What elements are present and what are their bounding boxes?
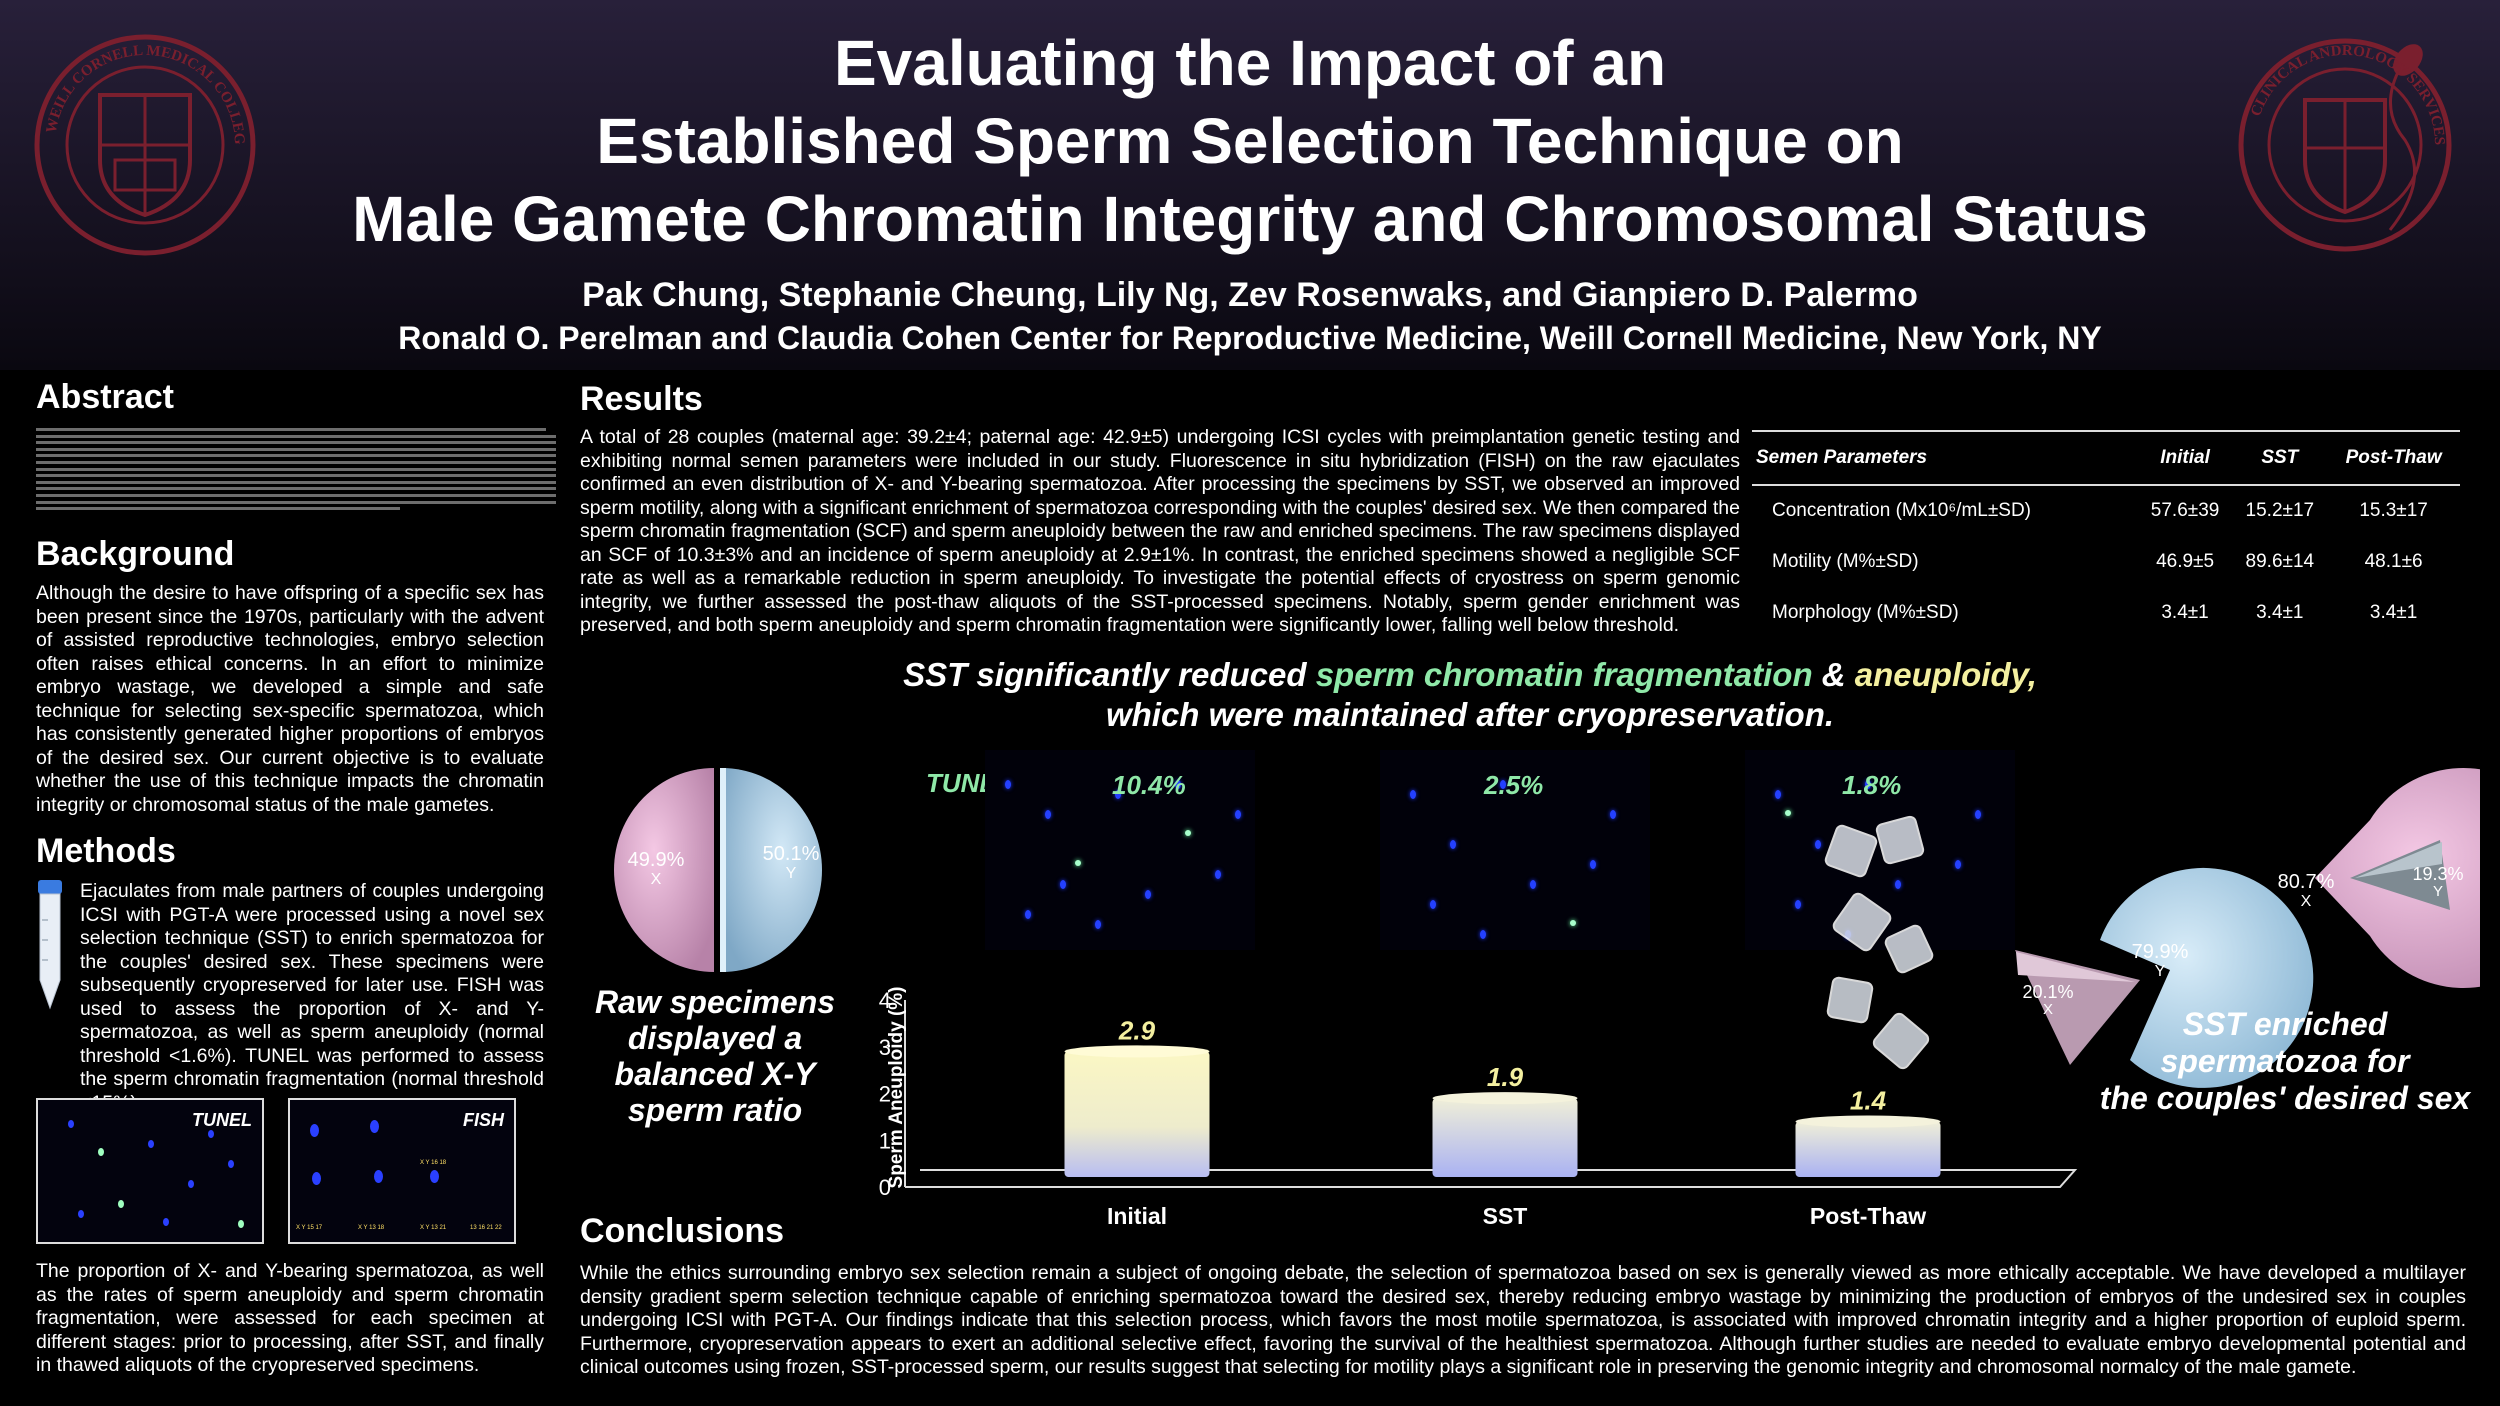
headline-aneuploidy: aneuploidy, — [1854, 656, 2037, 693]
pie-x-enriched-big-pct: 80.7% — [2278, 871, 2335, 893]
sst-caption: SST enriched spermatozoa for the couples… — [2099, 1006, 2471, 1116]
y-tick-label: 0 — [879, 1175, 891, 1200]
ice-cubes-icon — [1824, 815, 1934, 1070]
table-cell: 3.4±1 — [2256, 601, 2304, 623]
affiliation: Ronald O. Perelman and Claudia Cohen Cen… — [398, 320, 2102, 356]
conclusions-heading: Conclusions — [580, 1212, 785, 1250]
fish-tag-5: 13 16 21 22 — [470, 1225, 502, 1231]
abstract-heading: Abstract — [36, 378, 174, 416]
bar-post-thaw — [1795, 1121, 1941, 1177]
pie-y-enriched-big-name: Y — [2155, 963, 2166, 980]
table-cell: 3.4±1 — [2161, 601, 2209, 623]
headline-chromatin: sperm chromatin fragmentation — [1315, 656, 1813, 693]
abstract-text-block — [36, 428, 556, 514]
y-tick-label: 4 — [879, 988, 891, 1013]
y-tick-label: 1 — [879, 1128, 891, 1153]
bar-value-label: 2.9 — [1118, 1015, 1156, 1045]
raw-caption: Raw specimens displayed a balanced X-Y s… — [594, 984, 836, 1128]
pie-x-enriched-small-name: Y — [2433, 883, 2443, 900]
table-cell: 57.6±39 — [2150, 500, 2220, 521]
table-cell: Concentration (Mx10⁶/mL±SD) — [1772, 500, 2032, 521]
table-row: Morphology (M%±SD) 3.4±1 3.4±1 3.4±1 — [1752, 587, 2460, 638]
raw-xy-pie-chart: 49.9% X 50.1% Y — [614, 768, 822, 972]
table-cell: 46.9±5 — [2156, 550, 2215, 572]
y-tick-label: 3 — [879, 1035, 891, 1060]
table-cell: Morphology (M%±SD) — [1772, 601, 1959, 623]
table-header-row: Semen Parameters Initial SST Post-Thaw — [1752, 430, 2460, 486]
bar-top — [1795, 1115, 1941, 1128]
raw-pie-x-name: X — [651, 871, 662, 888]
tunel-micrograph-initial — [985, 750, 1255, 950]
results-headline-line-2: which were maintained after cryopreserva… — [1105, 696, 1835, 733]
raw-pie-y-pct: 50.1% — [763, 843, 820, 865]
poster-title-line-2: Established Sperm Selection Technique on — [596, 105, 1904, 177]
bar-value-label: 1.9 — [1487, 1062, 1524, 1092]
table-header: Initial — [2137, 430, 2233, 486]
tunel-thumbnail-label: TUNEL — [192, 1110, 252, 1130]
x-category-label: Initial — [1107, 1203, 1167, 1229]
table-cell: 89.6±14 — [2245, 550, 2315, 572]
tunel-thumbnail: TUNEL — [36, 1098, 264, 1244]
bar-value-label: 1.4 — [1850, 1086, 1887, 1116]
fish-tag-4: X Y 16 18 — [420, 1160, 447, 1166]
tunel-pct-initial: 10.4% — [1112, 770, 1186, 800]
results-heading: Results — [580, 380, 703, 418]
fish-tag-2: X Y 13 18 — [358, 1225, 385, 1231]
tunel-pct-postthaw: 1.8% — [1842, 770, 1902, 800]
y-tick-label: 2 — [879, 1082, 891, 1107]
pie-x-enriched-big-name: X — [2301, 893, 2312, 910]
poster-title-line-1: Evaluating the Impact of an — [833, 27, 1667, 99]
methods-text: Ejaculates from male partners of couples… — [80, 880, 544, 1114]
fish-thumbnail: FISH X Y 15 17 X Y 13 18 X Y 13 21 X Y 1… — [288, 1098, 516, 1244]
background-heading: Background — [36, 535, 235, 573]
raw-pie-y-name: Y — [786, 865, 797, 882]
sst-enrichment-pie-charts: 80.7% X 19.3% Y 79.9% Y 20.1% X — [2015, 768, 2480, 1088]
x-category-label: SST — [1483, 1203, 1528, 1229]
table-header: SST — [2232, 430, 2328, 486]
fish-tag-1: X Y 15 17 — [296, 1225, 323, 1231]
tunel-pct-sst: 2.5% — [1484, 770, 1544, 800]
pie-y-enriched-small-name: X — [2043, 1001, 2053, 1018]
x-category-label: Post-Thaw — [1810, 1203, 1926, 1229]
table-cell: Motility (M%±SD) — [1772, 550, 1919, 572]
methods-heading: Methods — [36, 832, 176, 870]
bar-sst — [1432, 1098, 1578, 1177]
fish-tag-3: X Y 13 21 — [420, 1225, 447, 1231]
poster-title-line-3: Male Gamete Chromatin Integrity and Chro… — [352, 183, 2148, 255]
raw-pie-x-pct: 49.9% — [628, 849, 685, 871]
background-text: Although the desire to have offspring of… — [36, 582, 544, 816]
cornell-seal-icon: WEILL CORNELL MEDICAL COLLEGE — [30, 30, 256, 256]
bar-top — [1064, 1045, 1210, 1058]
methods-text-2: The proportion of X- and Y-bearing sperm… — [36, 1260, 544, 1376]
conclusions-text: While the ethics surrounding embryo sex … — [580, 1262, 2466, 1378]
bar-top — [1432, 1092, 1578, 1105]
authors: Pak Chung, Stephanie Cheung, Lily Ng, Ze… — [582, 276, 1918, 314]
pie-x-enriched-small-pct: 19.3% — [2412, 864, 2463, 884]
table-cell: 15.3±17 — [2359, 500, 2428, 521]
results-headline-line-1: SST significantly reduced sperm chromati… — [903, 656, 2037, 693]
table-cell: 48.1±6 — [2364, 550, 2423, 572]
results-text: A total of 28 couples (maternal age: 39.… — [580, 426, 1740, 636]
table-row: Motility (M%±SD) 46.9±5 89.6±14 48.1±6 — [1752, 536, 2460, 587]
y-axis-label: Sperm Aneuploidy (%) — [886, 987, 907, 1189]
poster-header — [0, 0, 2500, 370]
table-header: Post-Thaw — [2327, 430, 2460, 486]
andrology-seal-icon: CLINICAL ANDROLOGY SERVICES — [2238, 38, 2452, 252]
semen-parameters-table: Semen Parameters Initial SST Post-Thaw C… — [1752, 430, 2460, 638]
table-cell: 3.4±1 — [2369, 601, 2418, 623]
table-cell: 15.2±17 — [2245, 500, 2315, 521]
bar-initial — [1064, 1051, 1210, 1177]
tunel-micrograph-sst — [1380, 750, 1650, 950]
fish-thumbnail-label: FISH — [462, 1110, 504, 1130]
table-header: Semen Parameters — [1752, 430, 2138, 486]
test-tube-icon — [38, 880, 62, 1010]
pie-y-enriched-big-pct: 79.9% — [2132, 941, 2189, 963]
pie-y-enriched-small-pct: 20.1% — [2022, 982, 2073, 1002]
table-row: Concentration (Mx10⁶/mL±SD) 57.6±39 15.2… — [1752, 485, 2460, 536]
